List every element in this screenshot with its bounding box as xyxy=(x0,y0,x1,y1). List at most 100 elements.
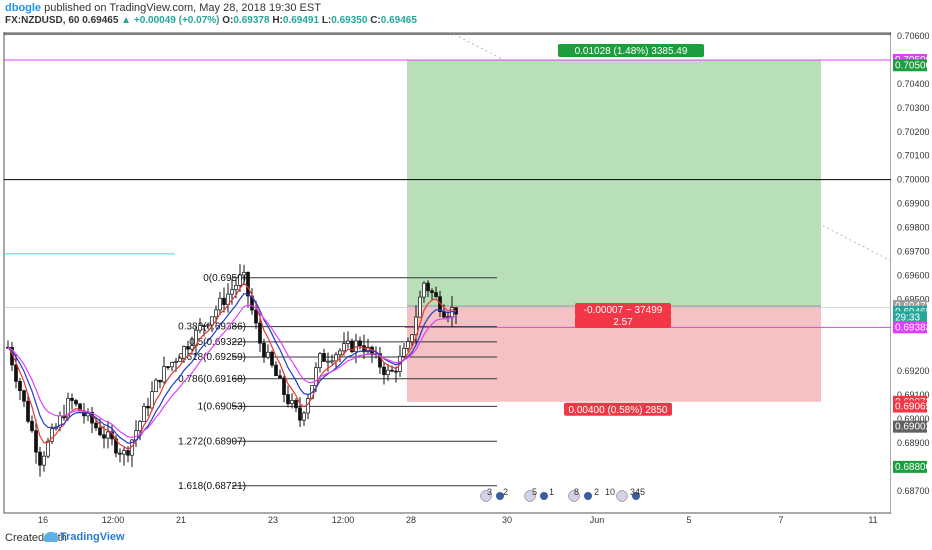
time-tick-4: 12:00 xyxy=(332,515,355,525)
us-flag-icon xyxy=(568,490,580,502)
candle-body xyxy=(410,334,414,342)
nz-flag-icon xyxy=(496,492,504,500)
ohlc-line: FX:NZDUSD, 60 0.69465 ▲ +0.00049 (+0.07%… xyxy=(5,15,417,26)
candle-body xyxy=(270,351,274,366)
candle-body xyxy=(234,285,238,291)
price-tick-5: 0.70000 xyxy=(897,175,930,185)
candle-body xyxy=(322,353,326,362)
event-count-0: 3 xyxy=(487,487,492,497)
candle-body xyxy=(182,346,186,359)
author-link[interactable]: dbogle xyxy=(5,2,42,14)
event-icons: 3 2 5 1 8 2 10 34 5 xyxy=(480,487,645,502)
candle-body xyxy=(314,367,318,386)
time-tick-10: 11 xyxy=(868,515,877,525)
symbol-label[interactable]: FX:NZDUSD, 60 xyxy=(5,15,80,26)
price-tick-15: 0.68700 xyxy=(897,486,930,496)
publish-line: dbogle published on TradingView.com, May… xyxy=(5,2,321,14)
price-badge-bg xyxy=(893,311,927,324)
candle-body xyxy=(230,289,234,295)
publish-info: published on TradingView.com, May 28, 20… xyxy=(44,2,321,14)
us-flag-icon xyxy=(524,490,536,502)
ratio-badge: 2.57 xyxy=(575,315,671,329)
candle-body xyxy=(290,400,294,405)
price-axis-bg xyxy=(891,32,932,513)
price-badge-bg xyxy=(893,460,927,473)
ratio-badge-bg xyxy=(575,315,671,329)
candle-body xyxy=(434,292,438,298)
close-value: 0.69465 xyxy=(380,15,417,26)
nz-flag-icon xyxy=(632,492,640,500)
candle-body xyxy=(242,271,246,276)
candle-body xyxy=(318,353,322,369)
price-badge-bg xyxy=(893,321,927,334)
price-tick-8: 0.69700 xyxy=(897,246,930,256)
candle-body xyxy=(70,397,74,401)
candle-body xyxy=(158,379,162,383)
candle-body xyxy=(262,342,266,358)
candle-body xyxy=(50,428,54,442)
change-value: +0.00049 (+0.07%) xyxy=(133,15,220,26)
candle-body xyxy=(178,357,182,362)
close-label: C: xyxy=(370,15,381,26)
time-tick-5: 28 xyxy=(406,515,416,525)
candle-body xyxy=(366,346,370,353)
brand-name: TradingView xyxy=(60,531,125,543)
price-tick-0: 0.70600 xyxy=(897,32,930,41)
event-count-2: 5 xyxy=(532,487,537,497)
candle-body xyxy=(34,430,38,453)
tradingview-logo[interactable]: TradingView xyxy=(44,531,125,543)
candle-body xyxy=(170,361,174,368)
time-tick-1: 12:00 xyxy=(102,515,125,525)
candle-body xyxy=(18,381,22,392)
time-tick-3: 23 xyxy=(268,515,278,525)
price-tick-13: 0.69000 xyxy=(897,414,930,424)
candle-body xyxy=(406,341,410,349)
candle-body xyxy=(146,405,150,409)
candle-body xyxy=(162,366,166,383)
candle-body xyxy=(422,282,426,298)
candle-body xyxy=(378,353,382,368)
target-badge: 0.01028 (1.48%) 3385.49 xyxy=(558,44,704,57)
candle-body xyxy=(266,351,270,358)
low-value: 0.69350 xyxy=(331,15,368,26)
candle-body xyxy=(206,324,210,327)
stop-badge-bg xyxy=(564,402,672,416)
candle-body xyxy=(426,282,430,292)
price-badge-5: 0.69383 xyxy=(893,321,932,334)
price-badge-9: 0.68800 xyxy=(893,460,932,473)
high-label: H: xyxy=(272,15,283,26)
candle-body xyxy=(286,394,290,405)
price-badge-text: 0.70500 xyxy=(895,60,932,71)
candle-body xyxy=(222,297,226,305)
time-axis: 16 12:00 21 23 12:00 28 30 Jun 5 7 11 xyxy=(4,512,891,525)
ema-mid-line xyxy=(7,304,457,438)
fib-level-label-3: 0.618(0.69259) xyxy=(178,352,246,363)
target-badge-text: 0.01028 (1.48%) 3385.49 xyxy=(575,46,688,57)
fib-level-label-7: 1.618(0.68721) xyxy=(178,481,246,492)
event-count-5: 2 xyxy=(594,487,599,497)
candle-body xyxy=(342,343,346,352)
candle-body xyxy=(166,366,170,368)
stop-badge-text: 0.00400 (0.58%) 2850 xyxy=(569,405,668,416)
price-chart[interactable]: 0(0.6959)0.382(0.69386)0.5(0.69322)0.618… xyxy=(0,32,932,528)
event-count-4: 8 xyxy=(574,487,579,497)
event-count-7: 34 xyxy=(630,487,640,497)
candle-body xyxy=(74,400,78,405)
price-badge-7: 0.69065 xyxy=(893,400,932,413)
price-tick-6: 0.69900 xyxy=(897,199,930,209)
candle-body xyxy=(14,364,18,382)
price-tick-1: 0.70400 xyxy=(897,79,930,89)
entry-badge-bg xyxy=(575,303,671,317)
candle-body xyxy=(238,274,242,286)
candle-body xyxy=(126,450,130,456)
candle-body xyxy=(102,434,106,439)
candle-body xyxy=(122,450,126,455)
price-tick-7: 0.69800 xyxy=(897,223,930,233)
time-tick-8: 5 xyxy=(686,515,691,525)
chart-header: dbogle published on TradingView.com, May… xyxy=(0,0,932,32)
price-axis: 0.70600 0.70400 0.70300 0.70200 0.70100 0.700… xyxy=(891,32,932,513)
candle-body xyxy=(258,322,262,344)
price-badge-8: 0.69002 xyxy=(893,420,932,433)
price-tick-11: 0.69200 xyxy=(897,366,930,376)
time-tick-7: Jun xyxy=(590,515,605,525)
